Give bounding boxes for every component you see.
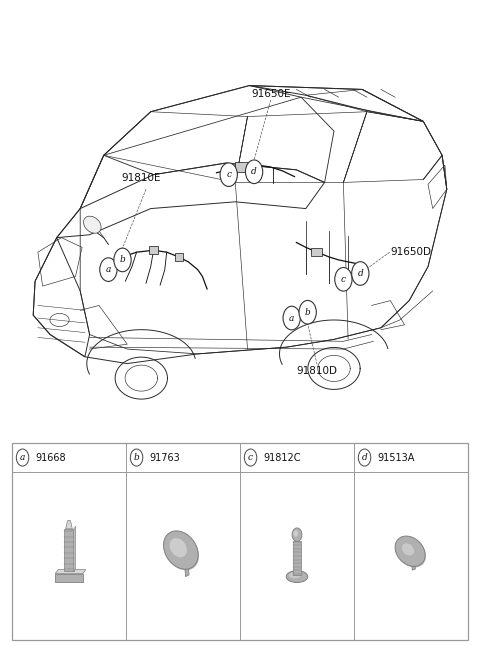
Ellipse shape — [286, 571, 308, 583]
Polygon shape — [184, 555, 189, 577]
Ellipse shape — [395, 536, 425, 566]
Text: 91650E: 91650E — [251, 89, 290, 98]
Ellipse shape — [289, 573, 301, 579]
Ellipse shape — [402, 543, 414, 556]
Text: d: d — [358, 269, 363, 278]
Ellipse shape — [164, 531, 198, 569]
FancyBboxPatch shape — [311, 248, 323, 256]
FancyBboxPatch shape — [235, 162, 249, 171]
Polygon shape — [293, 541, 301, 575]
Ellipse shape — [164, 532, 199, 571]
Circle shape — [283, 306, 300, 330]
Circle shape — [293, 530, 298, 537]
Text: c: c — [226, 170, 231, 179]
Text: b: b — [305, 308, 311, 317]
Ellipse shape — [84, 216, 101, 234]
Circle shape — [244, 449, 257, 466]
Polygon shape — [66, 521, 72, 529]
FancyBboxPatch shape — [118, 253, 127, 261]
Text: d: d — [362, 453, 367, 462]
Text: 91668: 91668 — [36, 453, 66, 462]
Circle shape — [100, 258, 117, 281]
Ellipse shape — [396, 537, 426, 567]
Text: a: a — [20, 453, 25, 462]
Text: 91513A: 91513A — [377, 453, 415, 462]
Circle shape — [130, 449, 143, 466]
Polygon shape — [64, 529, 74, 571]
FancyBboxPatch shape — [149, 246, 158, 254]
Text: 91763: 91763 — [150, 453, 180, 462]
Circle shape — [114, 248, 131, 272]
Circle shape — [299, 300, 316, 324]
FancyBboxPatch shape — [175, 253, 183, 261]
Text: 91810E: 91810E — [121, 173, 161, 182]
Text: 91810D: 91810D — [297, 365, 337, 376]
Text: b: b — [134, 453, 139, 462]
Text: a: a — [289, 314, 294, 323]
Ellipse shape — [169, 538, 187, 558]
FancyBboxPatch shape — [12, 443, 468, 640]
Circle shape — [245, 160, 263, 184]
Circle shape — [220, 163, 237, 186]
Text: a: a — [106, 265, 111, 274]
Text: 91650D: 91650D — [391, 247, 432, 257]
Polygon shape — [74, 526, 76, 571]
Text: d: d — [251, 167, 257, 176]
Text: b: b — [120, 255, 125, 264]
Text: c: c — [341, 275, 346, 284]
Circle shape — [16, 449, 29, 466]
Circle shape — [358, 449, 371, 466]
Polygon shape — [411, 556, 415, 570]
Circle shape — [352, 262, 369, 285]
Circle shape — [335, 268, 352, 291]
Polygon shape — [55, 569, 86, 573]
Text: c: c — [248, 453, 253, 462]
Circle shape — [292, 528, 302, 541]
Text: 91812C: 91812C — [264, 453, 301, 462]
Polygon shape — [55, 573, 83, 582]
